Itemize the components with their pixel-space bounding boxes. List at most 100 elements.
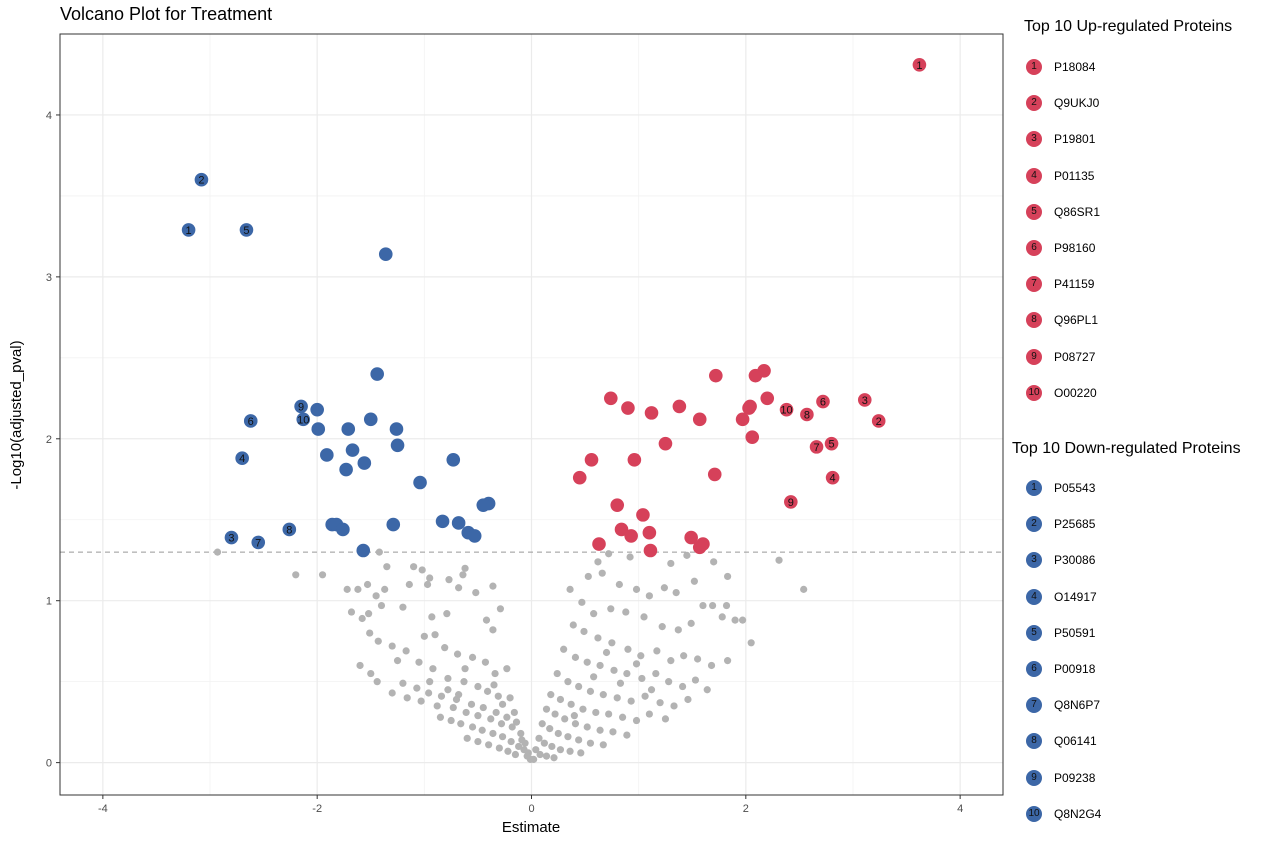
ns-point xyxy=(538,720,546,728)
ns-point xyxy=(363,580,372,589)
up-point xyxy=(592,537,606,551)
up-legend-label: P41159 xyxy=(1054,277,1095,292)
up-legend-marker: 4 xyxy=(1026,167,1042,184)
up-legend-item: 3 P19801 xyxy=(1026,129,1095,149)
down-legend-label: P25685 xyxy=(1054,517,1096,532)
up-point xyxy=(644,406,659,420)
down-point xyxy=(310,402,324,417)
top-up-point xyxy=(857,393,872,407)
ns-point xyxy=(444,674,452,683)
ns-point xyxy=(462,708,470,717)
ns-point xyxy=(437,692,446,700)
up-point xyxy=(745,430,760,444)
down-legend-item: 1 P05543 xyxy=(1026,478,1095,498)
down-legend-marker: 2 xyxy=(1026,516,1042,533)
ns-point xyxy=(564,733,572,741)
up-legend-marker: 3 xyxy=(1026,131,1042,148)
ns-point xyxy=(652,669,660,678)
ns-point xyxy=(417,697,425,705)
ns-point xyxy=(489,626,497,634)
top-down-point xyxy=(181,223,196,237)
ns-point xyxy=(602,648,611,657)
ns-point xyxy=(503,665,511,673)
down-point xyxy=(341,422,356,436)
ns-point xyxy=(580,627,588,636)
ns-point xyxy=(610,666,618,674)
ns-point xyxy=(632,716,641,725)
down-legend-rank: 9 xyxy=(1031,771,1037,783)
ns-point xyxy=(381,585,389,593)
ns-point xyxy=(343,585,351,593)
up-legend-item: 9 P08727 xyxy=(1026,347,1095,367)
ns-point xyxy=(461,665,469,673)
top-down-rank-label: 10 xyxy=(297,414,309,426)
top-down-rank-label: 7 xyxy=(255,537,261,549)
up-legend-label: P18084 xyxy=(1054,60,1096,74)
ns-point xyxy=(699,601,707,610)
ns-point xyxy=(570,712,578,720)
down-legend-rank: 8 xyxy=(1031,735,1037,747)
ns-point xyxy=(449,703,457,712)
top-down-rank-label: 8 xyxy=(286,524,292,536)
ns-point xyxy=(377,601,386,610)
top-down-point xyxy=(294,399,308,414)
up-legend-label: Q9UKJ0 xyxy=(1054,96,1100,111)
y-axis-label: -Log10(adjusted_pval) xyxy=(8,340,25,489)
ns-point xyxy=(656,699,664,707)
ns-point xyxy=(577,749,585,757)
ns-point xyxy=(586,739,595,747)
ns-point xyxy=(626,553,634,561)
ns-point xyxy=(447,716,455,725)
ns-point xyxy=(487,715,495,723)
ns-point xyxy=(423,580,432,589)
ns-point xyxy=(318,571,327,579)
ns-point xyxy=(592,708,600,717)
up-point xyxy=(658,436,673,451)
up-legend-rank: 2 xyxy=(1031,97,1037,109)
ns-point xyxy=(578,598,586,606)
down-legend-item: 2 P25685 xyxy=(1026,514,1095,534)
ns-point xyxy=(596,726,604,734)
ns-point xyxy=(495,744,503,752)
ns-point xyxy=(413,684,421,692)
ns-point xyxy=(485,741,493,749)
ns-point xyxy=(599,691,607,699)
ns-point xyxy=(615,580,623,589)
ns-point xyxy=(567,700,575,708)
ns-point xyxy=(455,691,463,699)
ns-point xyxy=(356,661,364,670)
chart-title: Volcano Plot for Treatment xyxy=(60,4,273,24)
up-legend-rank: 9 xyxy=(1031,350,1037,362)
down-legend-marker: 9 xyxy=(1026,769,1042,786)
ns-point xyxy=(613,694,621,702)
ns-point xyxy=(444,686,452,694)
ns-point xyxy=(542,705,551,713)
ns-point xyxy=(678,682,687,691)
ns-point xyxy=(623,669,631,678)
top-up-point xyxy=(912,57,927,72)
ns-point xyxy=(566,747,574,755)
ns-point xyxy=(418,566,426,574)
ns-point xyxy=(599,741,607,749)
ns-point xyxy=(618,713,627,721)
ns-point xyxy=(660,584,668,592)
ns-point xyxy=(548,742,556,751)
ns-point xyxy=(429,665,437,673)
down-legend-rank: 10 xyxy=(1028,807,1040,819)
ns-point xyxy=(605,710,613,718)
top-up-point xyxy=(824,436,839,451)
down-point xyxy=(339,462,353,477)
up-legend-title: Top 10 Up-regulated Proteins xyxy=(1024,18,1233,35)
down-legend-item: 6 P00918 xyxy=(1026,659,1095,679)
up-point xyxy=(672,399,687,414)
ns-point xyxy=(583,723,591,731)
down-legend-label: Q8N2G4 xyxy=(1054,806,1102,821)
ns-point xyxy=(511,750,520,759)
top-up-rank-label: 3 xyxy=(862,395,868,407)
ns-point xyxy=(605,550,613,558)
ns-point xyxy=(724,572,732,581)
ns-point xyxy=(731,616,739,624)
down-legend-label: P05543 xyxy=(1054,481,1096,495)
top-up-rank-label: 10 xyxy=(780,405,792,417)
ns-point xyxy=(647,686,656,694)
